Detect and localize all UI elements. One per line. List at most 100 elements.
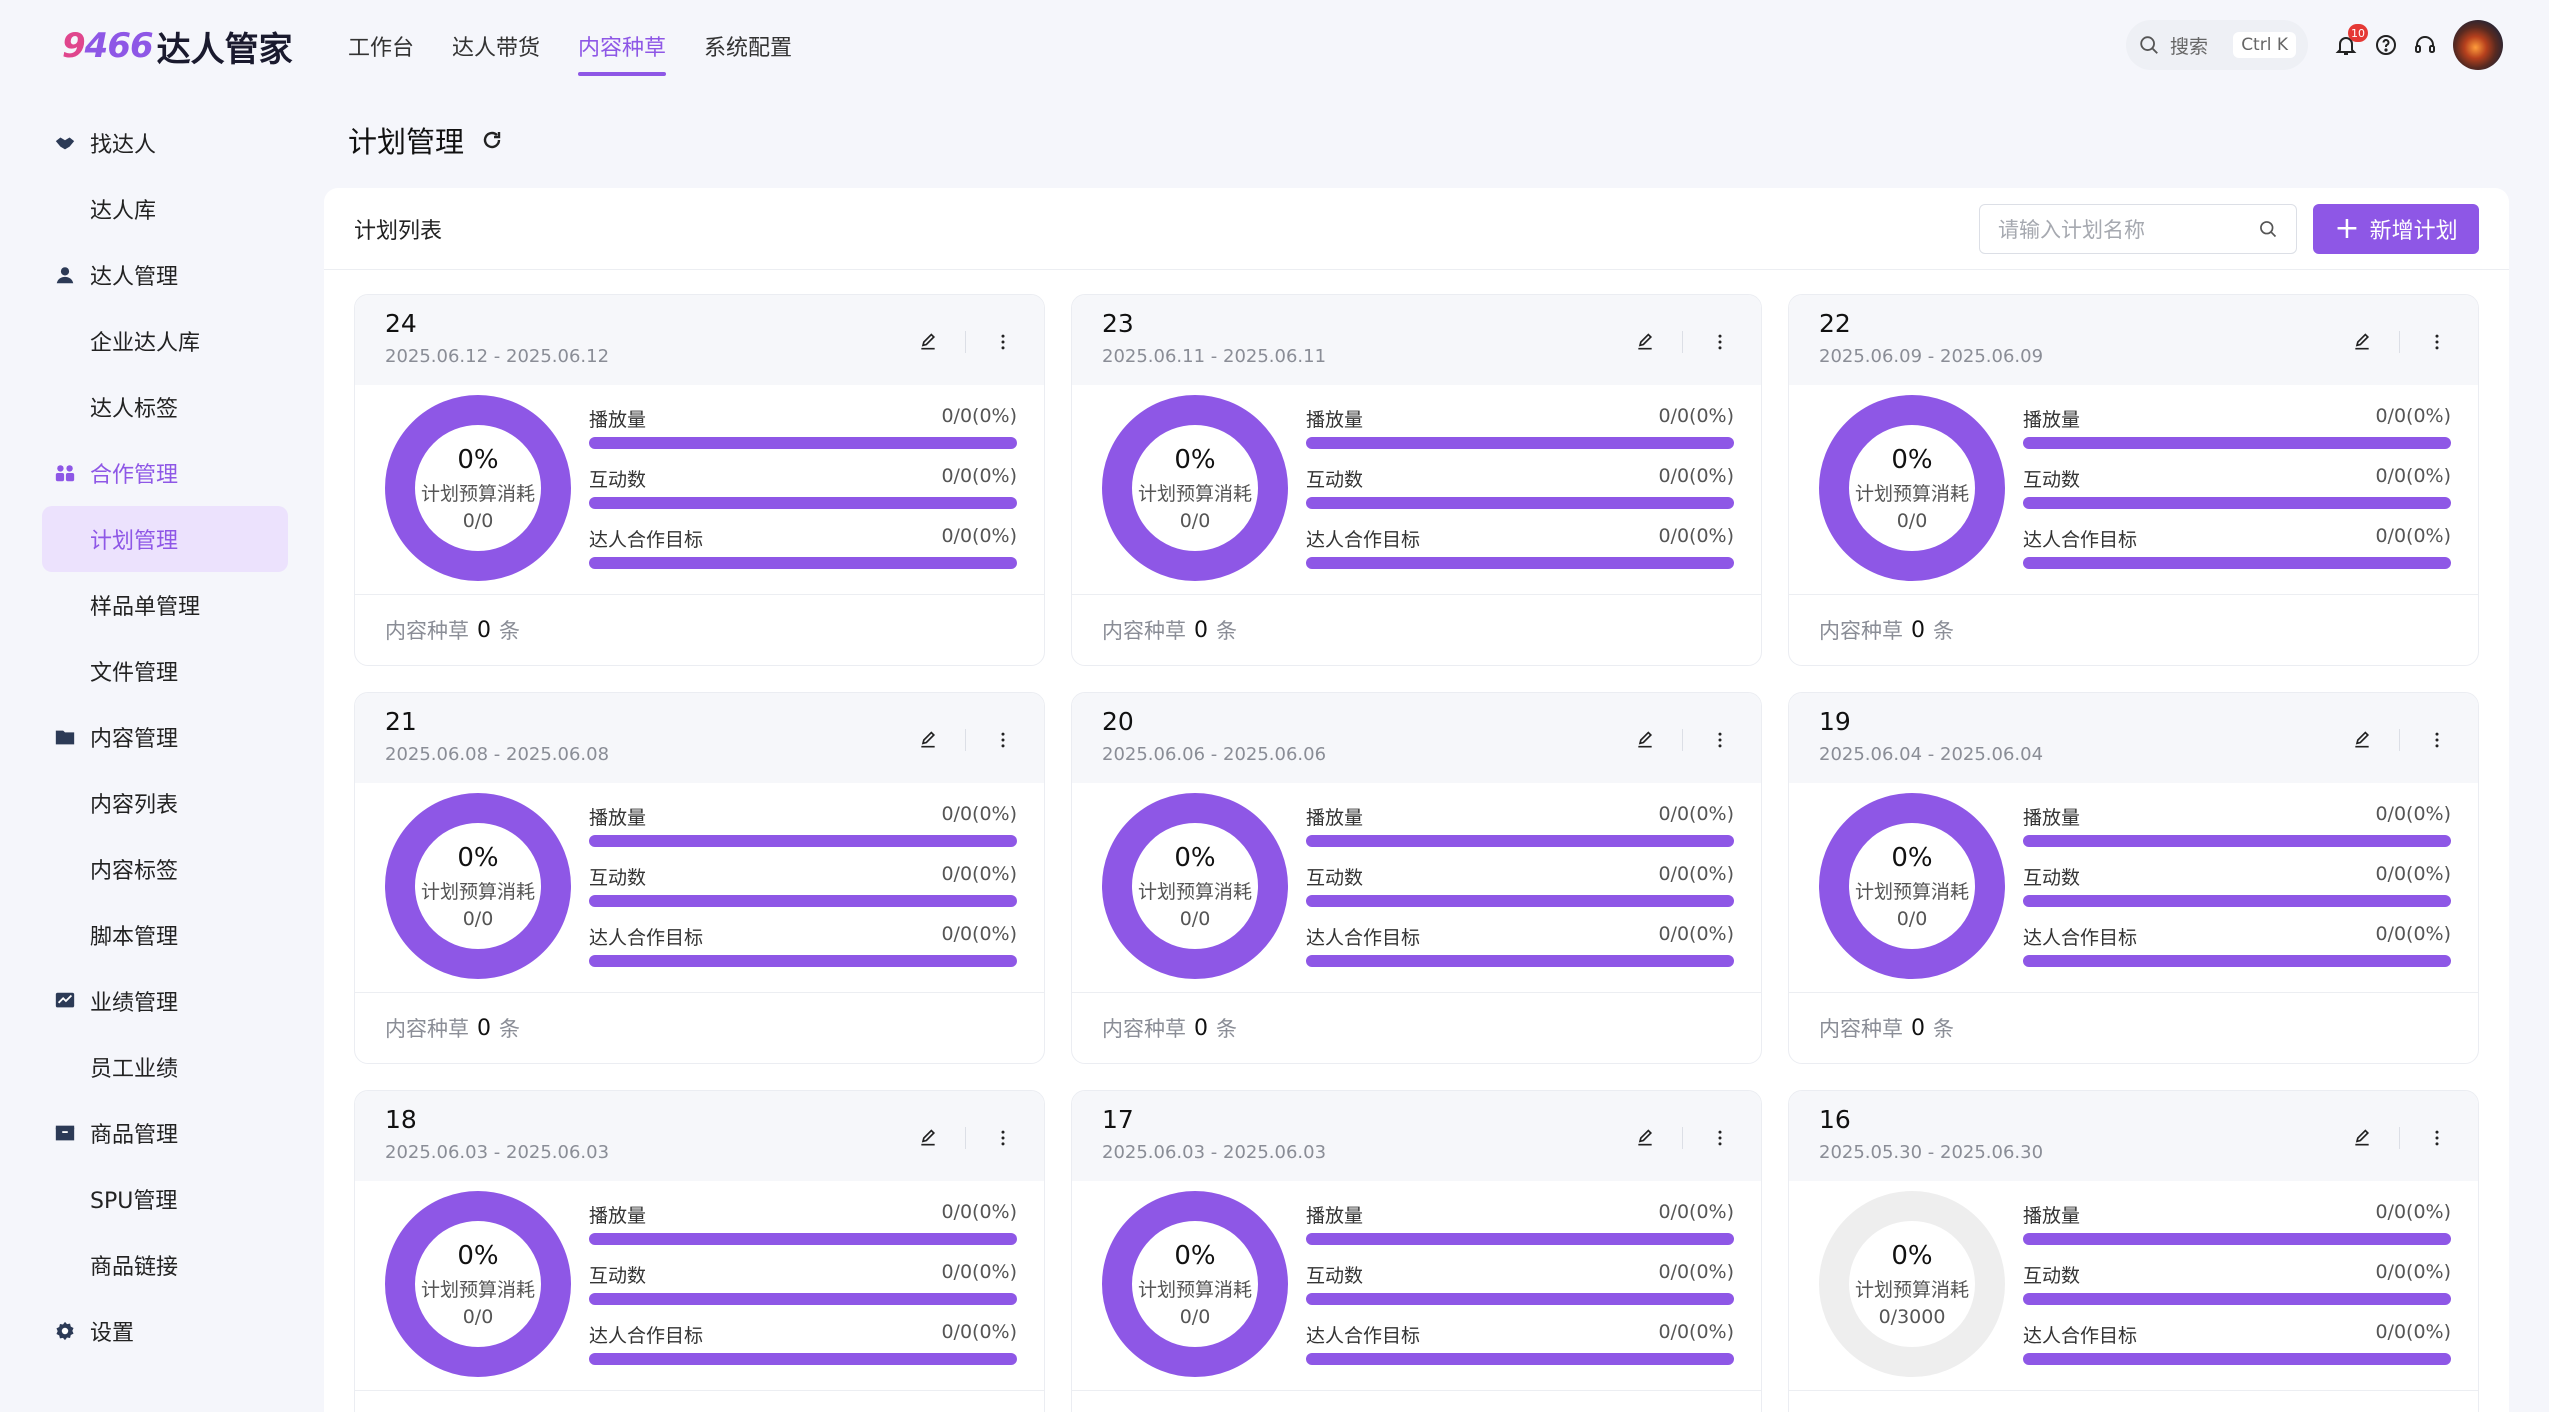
more-vertical-icon[interactable] <box>1707 727 1733 753</box>
budget-donut-text: 0% 计划预算消耗 0/0 <box>1819 395 2005 581</box>
global-search[interactable]: 搜索 Ctrl K <box>2126 20 2308 70</box>
metric-value: 0/0(0%) <box>1658 1201 1734 1223</box>
edit-icon[interactable] <box>1632 1125 1658 1151</box>
sidebar-group[interactable]: 内容管理 <box>0 704 310 770</box>
plan-metric: 达人合作目标 0/0(0%) <box>589 923 1017 983</box>
metric-value: 0/0(0%) <box>1658 923 1734 945</box>
top-nav-item[interactable]: 内容种草 <box>578 0 667 92</box>
metric-progress-bar <box>589 1293 1017 1305</box>
content-seeding-count: 0 <box>477 1015 491 1041</box>
metric-label: 播放量 <box>2023 409 2081 431</box>
top-nav-item[interactable]: 工作台 <box>348 36 415 61</box>
plan-card[interactable]: 18 2025.06.03 - 2025.06.03 0% 计划预算消耗 0/0 <box>354 1090 1045 1412</box>
sidebar-group[interactable]: 达人管理 <box>0 242 310 308</box>
headset-icon[interactable] <box>2410 30 2440 60</box>
edit-icon[interactable] <box>915 1125 941 1151</box>
metric-value: 0/0(0%) <box>941 1201 1017 1223</box>
more-vertical-icon[interactable] <box>990 329 1016 355</box>
metric-value: 0/0(0%) <box>2375 525 2451 547</box>
sidebar-item[interactable]: 达人库 <box>90 199 157 224</box>
more-vertical-icon[interactable] <box>1707 1125 1733 1151</box>
notification-bell-icon[interactable]: 10 <box>2331 24 2368 60</box>
plan-card[interactable]: 19 2025.06.04 - 2025.06.04 0% 计划预算消耗 0/0 <box>1788 692 2479 1064</box>
plan-metric: 播放量 0/0(0%) <box>589 405 1017 465</box>
edit-icon[interactable] <box>2349 329 2375 355</box>
plan-card[interactable]: 16 2025.05.30 - 2025.06.30 0% 计划预算消耗 0/3… <box>1788 1090 2479 1412</box>
metric-label: 达人合作目标 <box>589 1325 704 1347</box>
sidebar-group[interactable]: 设置 <box>0 1298 310 1364</box>
sidebar-group[interactable]: 业绩管理 <box>0 968 310 1034</box>
sidebar-item[interactable]: 脚本管理 <box>90 925 179 950</box>
sidebar-group[interactable]: 商品管理 <box>0 1100 310 1166</box>
sidebar-group[interactable]: 合作管理 <box>0 440 310 506</box>
sidebar-group-label: 找达人 <box>90 133 157 158</box>
metric-label: 播放量 <box>1306 807 1364 829</box>
plan-card[interactable]: 21 2025.06.08 - 2025.06.08 0% 计划预算消耗 0/0 <box>354 692 1045 1064</box>
plan-card-header: 17 2025.06.03 - 2025.06.03 <box>1072 1091 1761 1181</box>
add-plan-button[interactable]: + 新增计划 <box>2313 204 2479 254</box>
plan-card-header: 24 2025.06.12 - 2025.06.12 <box>355 295 1044 385</box>
more-vertical-icon[interactable] <box>2424 1125 2450 1151</box>
edit-icon[interactable] <box>1632 727 1658 753</box>
metric-label: 互动数 <box>2023 469 2081 491</box>
plan-card-body: 0% 计划预算消耗 0/0 播放量 0/0(0%) 互动数 0/0(0%) <box>1789 783 2478 993</box>
sidebar-group-label: 内容管理 <box>90 727 179 752</box>
more-vertical-icon[interactable] <box>2424 727 2450 753</box>
sidebar-group[interactable]: 找达人 <box>0 110 310 176</box>
plan-card[interactable]: 24 2025.06.12 - 2025.06.12 0% 计划预算消耗 0/0 <box>354 294 1045 666</box>
metric-progress-bar <box>1306 497 1734 509</box>
content-seeding-unit: 条 <box>1933 619 1954 643</box>
more-vertical-icon[interactable] <box>2424 329 2450 355</box>
sidebar-item[interactable]: 企业达人库 <box>90 331 201 356</box>
metric-label: 互动数 <box>589 1265 647 1287</box>
plan-title: 16 <box>1819 1105 1851 1134</box>
user-icon <box>54 264 76 286</box>
top-nav-item[interactable]: 达人带货 <box>452 36 541 61</box>
sidebar-item[interactable]: 内容标签 <box>90 859 179 884</box>
brand-number: 9466 <box>62 26 154 66</box>
metric-progress-bar <box>2023 1293 2451 1305</box>
metric-progress-bar <box>1306 437 1734 449</box>
sidebar-item[interactable]: 样品单管理 <box>90 595 201 620</box>
user-avatar[interactable] <box>2453 20 2503 70</box>
search-label: 搜索 <box>2170 35 2209 58</box>
plan-card[interactable]: 20 2025.06.06 - 2025.06.06 0% 计划预算消耗 0/0 <box>1071 692 1762 1064</box>
sidebar-item[interactable]: 达人标签 <box>90 397 179 422</box>
search-icon[interactable] <box>2258 219 2278 239</box>
help-icon[interactable] <box>2371 30 2401 60</box>
plan-title: 18 <box>385 1105 417 1134</box>
edit-icon[interactable] <box>915 329 941 355</box>
plan-title: 20 <box>1102 707 1134 736</box>
plan-card[interactable]: 22 2025.06.09 - 2025.06.09 0% 计划预算消耗 0/0 <box>1788 294 2479 666</box>
edit-icon[interactable] <box>1632 329 1658 355</box>
plus-icon: + <box>2334 211 2360 246</box>
plan-card[interactable]: 17 2025.06.03 - 2025.06.03 0% 计划预算消耗 0/0 <box>1071 1090 1762 1412</box>
budget-percent: 0% <box>457 842 499 873</box>
budget-value: 0/3000 <box>1878 1305 1946 1328</box>
top-header: 9466 达人管家 工作台 达人带货 内容种草 系统配置 搜索 Ctrl K 10 <box>0 0 2549 92</box>
plan-card-body: 0% 计划预算消耗 0/0 播放量 0/0(0%) 互动数 0/0(0%) <box>1072 385 1761 595</box>
edit-icon[interactable] <box>2349 1125 2375 1151</box>
plan-list-panel: 计划列表 请输入计划名称 + 新增计划 24 2025.06.12 - 2025… <box>324 188 2509 1412</box>
more-vertical-icon[interactable] <box>1707 329 1733 355</box>
plan-card-header: 19 2025.06.04 - 2025.06.04 <box>1789 693 2478 783</box>
sidebar-item[interactable]: 员工业绩 <box>90 1057 179 1082</box>
edit-icon[interactable] <box>915 727 941 753</box>
top-nav-item[interactable]: 系统配置 <box>704 36 793 61</box>
more-vertical-icon[interactable] <box>990 1125 1016 1151</box>
brand-logo[interactable]: 9466 达人管家 <box>62 20 293 72</box>
edit-icon[interactable] <box>2349 727 2375 753</box>
refresh-icon[interactable] <box>480 128 504 152</box>
sidebar-item[interactable]: 计划管理 <box>42 506 288 572</box>
sidebar-item[interactable]: 商品链接 <box>90 1255 179 1280</box>
content-seeding-label: 内容种草 <box>1102 619 1186 643</box>
content-seeding-label: 内容种草 <box>1819 619 1903 643</box>
plan-search-input[interactable]: 请输入计划名称 <box>1979 204 2297 254</box>
budget-value: 0/0 <box>1179 907 1211 930</box>
sidebar-item[interactable]: 文件管理 <box>90 661 179 686</box>
sidebar-item[interactable]: SPU管理 <box>90 1189 178 1214</box>
box-icon <box>54 1122 76 1144</box>
plan-card[interactable]: 23 2025.06.11 - 2025.06.11 0% 计划预算消耗 0/0 <box>1071 294 1762 666</box>
sidebar-item[interactable]: 内容列表 <box>90 793 179 818</box>
more-vertical-icon[interactable] <box>990 727 1016 753</box>
